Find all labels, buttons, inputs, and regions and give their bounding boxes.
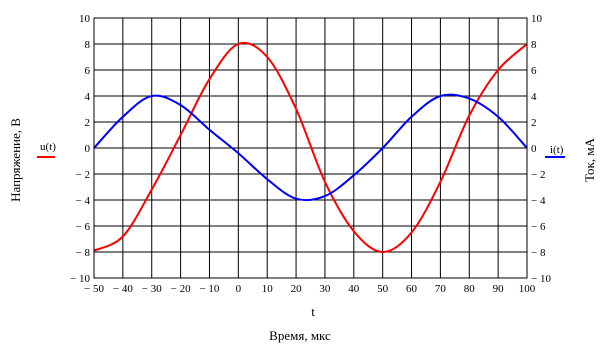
- legend-u-label: u(t): [40, 141, 56, 153]
- x-tick-label: 20: [291, 283, 303, 295]
- y-left-tick-label: − 10: [70, 273, 90, 285]
- y-right-tick-label: − 10: [531, 273, 551, 285]
- x-tick-label: 60: [406, 283, 418, 295]
- y-left-tick-label: 4: [85, 91, 91, 103]
- y-left-tick-label: − 4: [76, 195, 91, 207]
- x-tick-labels: − 50 − 40 − 30 − 20 − 10 0 10 20 30 40 50 60 70 80 90 1…: [84, 283, 536, 295]
- x-tick-label: − 20: [171, 283, 191, 295]
- plot-frame: [93, 17, 528, 279]
- axes: [93, 17, 528, 279]
- y-left-tick-label: 6: [85, 65, 91, 77]
- y-left-tick-label: 2: [85, 117, 91, 129]
- x-tick-label: − 40: [113, 283, 133, 295]
- y-right-tick-label: − 6: [531, 221, 546, 233]
- x-tick-label: 70: [435, 283, 447, 295]
- y-right-tick-label: − 2: [531, 169, 545, 181]
- series-line-i(t): [93, 93, 528, 202]
- x-tick-label: 0: [236, 283, 242, 295]
- y-left-tick-label: 10: [79, 13, 91, 25]
- y-right-tick-label: 8: [531, 39, 537, 51]
- y-left-tick-labels: − 10 − 8 − 6 − 4 − 2 0 2 4 6 8 10: [70, 13, 90, 285]
- x-tick-label: 40: [348, 283, 360, 295]
- y-left-tick-label: 8: [85, 39, 91, 51]
- y-left-tick-label: − 2: [76, 169, 90, 181]
- x-tick-label: 100: [519, 283, 536, 295]
- x-tick-label: − 50: [84, 283, 104, 295]
- series-line-u(t): [93, 41, 528, 254]
- y-right-tick-label: 10: [531, 13, 543, 25]
- series-lines: [93, 41, 528, 254]
- y-left-tick-label: − 6: [76, 221, 91, 233]
- y-right-tick-label: 2: [531, 117, 537, 129]
- y-left-tick-label: 0: [85, 143, 91, 155]
- y-right-tick-label: 0: [531, 143, 537, 155]
- legend-i-label: i(t): [550, 144, 564, 156]
- x-axis-title: Время, мкс: [269, 328, 331, 343]
- y-right-tick-label: − 4: [531, 195, 546, 207]
- y-right-tick-label: 6: [531, 65, 537, 77]
- x-tick-label: − 10: [199, 283, 219, 295]
- x-tick-label: − 30: [142, 283, 162, 295]
- y-right-tick-labels: − 10 − 8 − 6 − 4 − 2 0 2 4 6 8 10: [531, 13, 551, 285]
- x-tick-label: 10: [262, 283, 274, 295]
- y-left-axis-title: Напряжение, В: [8, 118, 23, 202]
- x-tick-label: 30: [319, 283, 331, 295]
- y-right-tick-label: − 8: [531, 247, 546, 259]
- x-tick-label: 90: [493, 283, 505, 295]
- y-left-tick-label: − 8: [76, 247, 91, 259]
- y-right-tick-label: 4: [531, 91, 537, 103]
- y-right-axis-title: Ток, мА: [582, 137, 597, 182]
- x-tick-label: 50: [377, 283, 389, 295]
- x-var-label: t: [311, 304, 315, 319]
- x-tick-label: 80: [464, 283, 476, 295]
